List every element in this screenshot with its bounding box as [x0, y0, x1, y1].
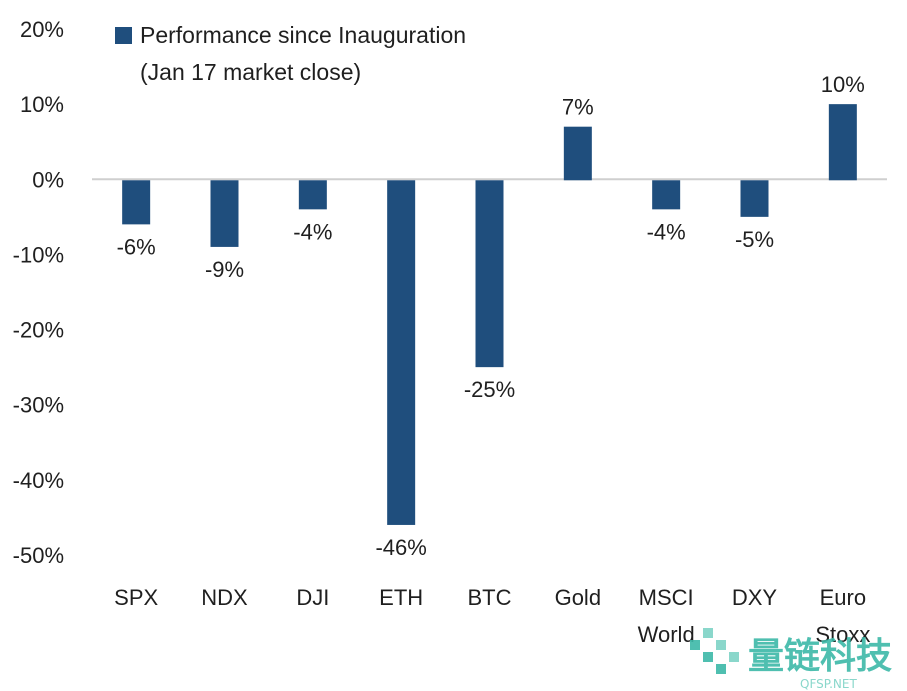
y-tick-label: -10% [13, 242, 64, 267]
data-label: -46% [375, 535, 426, 560]
watermark: 量链科技 QFSP.NET [690, 628, 892, 691]
y-tick-label: 0% [32, 167, 64, 192]
legend-label: Performance since Inauguration [140, 22, 466, 48]
legend-label-line-2: (Jan 17 market close) [140, 59, 361, 85]
data-label: 7% [562, 95, 594, 120]
watermark-text: 量链科技 [748, 636, 892, 677]
bar-euro-stoxx [828, 104, 857, 181]
x-tick-label: Euro [820, 585, 866, 610]
x-tick-label: World [638, 622, 695, 647]
y-axis-ticks: 20% 10% 0% -10% -20% -30% -40% -50% [13, 17, 64, 568]
x-tick-label: ETH [379, 585, 423, 610]
data-label: -6% [117, 234, 156, 259]
x-axis-categories: SPX NDX DJI ETH BTC Gold MSCI World DXY Euro Stoxx [114, 585, 870, 647]
legend: Performance since Inauguration (Jan 17 m… [115, 22, 466, 85]
bar-dji [298, 180, 327, 210]
y-tick-label: -50% [13, 543, 64, 568]
x-tick-label: SPX [114, 585, 158, 610]
bar-ndx [210, 180, 239, 247]
y-tick-label: -20% [13, 318, 64, 343]
bar-dxy [740, 180, 769, 217]
watermark-logo-icon [690, 628, 739, 674]
data-label: -4% [293, 219, 332, 244]
data-label: -25% [464, 377, 515, 402]
x-tick-label: Stoxx [815, 622, 870, 647]
data-labels: -6% -9% -4% -46% -25% 7% -4% -5% 10% [117, 72, 865, 560]
x-tick-label: DXY [732, 585, 778, 610]
data-label: -9% [205, 257, 244, 282]
bar-spx [122, 180, 151, 225]
y-tick-label: 20% [20, 17, 64, 42]
y-tick-label: -30% [13, 393, 64, 418]
x-tick-label: DJI [296, 585, 329, 610]
bar-gold [563, 126, 592, 181]
y-tick-label: -40% [13, 468, 64, 493]
x-tick-label: NDX [201, 585, 248, 610]
data-label: -4% [647, 219, 686, 244]
legend-swatch [115, 27, 132, 44]
bar-msci-world [652, 180, 681, 210]
x-tick-label: BTC [468, 585, 512, 610]
x-tick-label: MSCI [639, 585, 694, 610]
data-label: 10% [821, 72, 865, 97]
bar-btc [475, 180, 504, 368]
data-label: -5% [735, 227, 774, 252]
y-tick-label: 10% [20, 92, 64, 117]
bar-eth [387, 180, 416, 525]
watermark-subtext: QFSP.NET [800, 677, 857, 691]
bars [122, 104, 857, 525]
x-tick-label: Gold [555, 585, 601, 610]
